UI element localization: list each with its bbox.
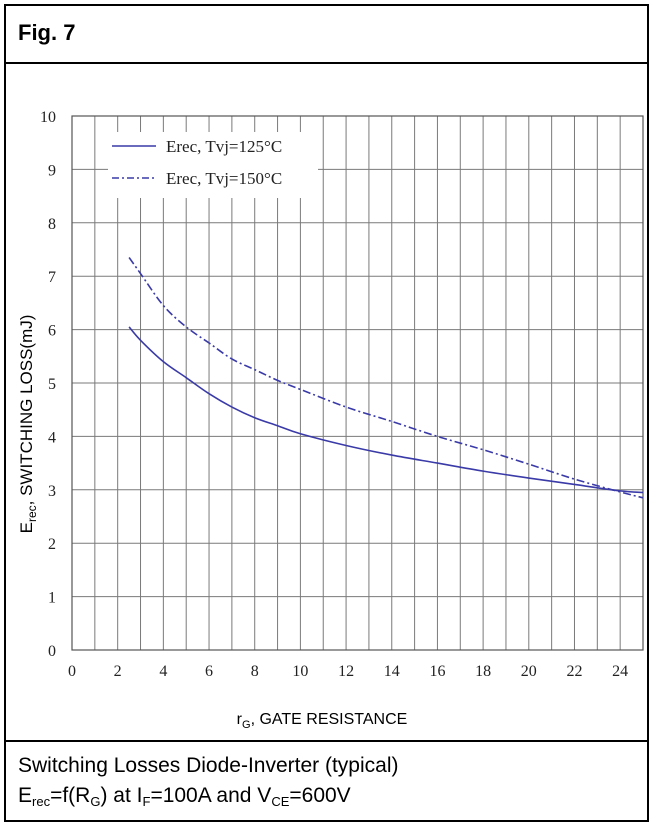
- x-tick-label: 18: [475, 663, 491, 680]
- grid: [71, 115, 644, 651]
- y-tick-label: 1: [48, 590, 56, 607]
- x-tick-label: 4: [159, 663, 167, 680]
- caption-box: Switching Losses Diode-Inverter (typical…: [6, 740, 647, 820]
- x-tick-label: 0: [68, 663, 76, 680]
- y-tick-label: 6: [48, 323, 56, 340]
- figure-header: Fig. 7: [6, 6, 647, 64]
- legend: Erec, Tvj=125°C Erec, Tvj=150°C: [108, 132, 318, 198]
- legend-bg: [108, 132, 318, 198]
- y-tick-label: 5: [48, 376, 56, 393]
- y-tick-label: 10: [40, 109, 56, 126]
- x-axis-label: rG, GATE RESISTANCE: [237, 711, 408, 731]
- x-tick-label: 12: [338, 663, 354, 680]
- y-tick-label: 0: [48, 643, 56, 660]
- y-tick-label: 9: [48, 162, 56, 179]
- y-tick-label: 8: [48, 216, 56, 233]
- x-tick-label: 16: [429, 663, 445, 680]
- legend-label-150: Erec, Tvj=150°C: [166, 169, 282, 188]
- x-tick-label: 2: [114, 663, 122, 680]
- series-line-1: [128, 257, 644, 499]
- x-tick-label: 14: [384, 663, 400, 680]
- x-tick-label: 10: [292, 663, 308, 680]
- x-tick-label: 6: [205, 663, 213, 680]
- series-lines: [128, 257, 644, 499]
- legend-label-125: Erec, Tvj=125°C: [166, 137, 282, 156]
- x-tick-label: 8: [251, 663, 259, 680]
- y-tick-label: 3: [48, 483, 56, 500]
- y-axis-label: Erec, SWITCHING LOSS(mJ): [17, 315, 39, 534]
- y-tick-label: 7: [48, 269, 56, 286]
- x-tick-label: 24: [612, 663, 628, 680]
- y-tick-label: 2: [48, 536, 56, 553]
- x-tick-label: 22: [566, 663, 582, 680]
- plot-border: [71, 115, 644, 651]
- x-tick-label: 20: [521, 663, 537, 680]
- caption-conditions: Erec=f(RG) at IF=100A and VCE=600V: [18, 784, 351, 809]
- figure-frame: Fig. 7 0 2 4 6 8 10 12 14 16 18 20 22 24 0 1 2 3 4 5 6 7 8 9 10…: [4, 4, 649, 822]
- y-tick-label: 4: [48, 429, 56, 446]
- chart-area: 0 2 4 6 8 10 12 14 16 18 20 22 24 0 1 2 3 4 5 6 7 8 9 10 Erec, …: [6, 64, 647, 740]
- figure-label: Fig. 7: [18, 20, 76, 45]
- caption-title: Switching Losses Diode-Inverter (typical…: [18, 754, 399, 777]
- series-line-0: [128, 326, 644, 494]
